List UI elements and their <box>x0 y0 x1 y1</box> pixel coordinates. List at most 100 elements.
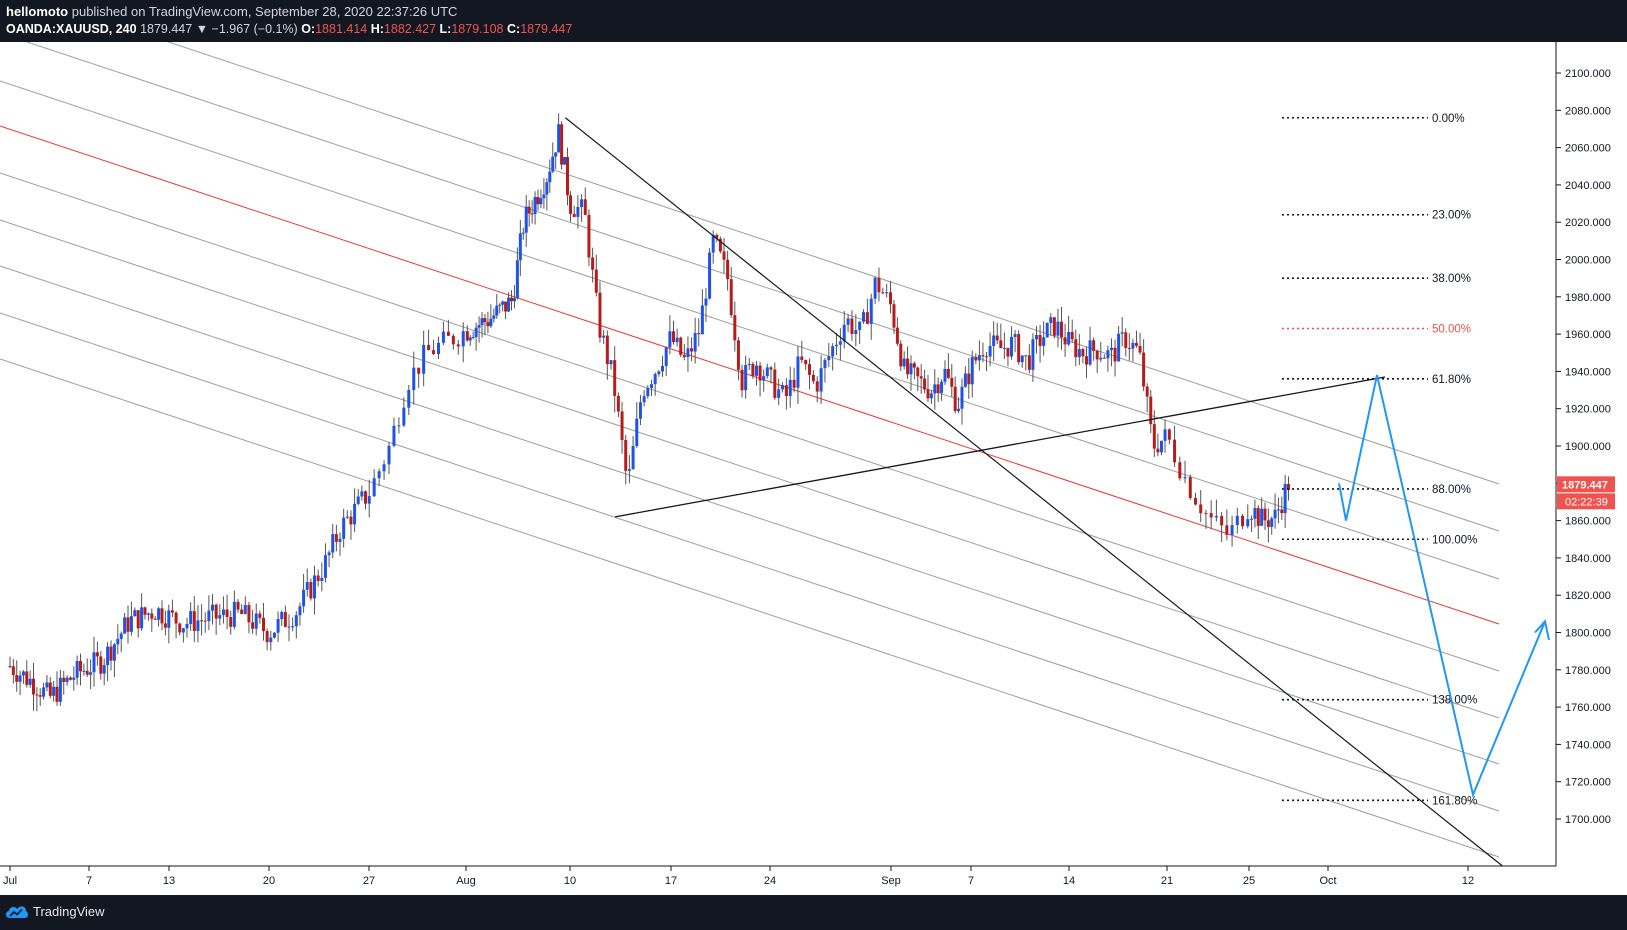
candle-body <box>1209 513 1213 518</box>
candle-body <box>294 615 298 627</box>
candle-body <box>563 157 567 165</box>
candle-body <box>262 617 266 632</box>
candle-body <box>1183 477 1187 479</box>
time-tick-label: 13 <box>163 875 175 887</box>
chart-footer: TradingView <box>0 895 1627 930</box>
author-name[interactable]: hellomoto <box>6 4 69 19</box>
brand-name: TradingView <box>33 904 105 919</box>
candle-body <box>75 660 79 678</box>
candle-body <box>609 360 613 365</box>
candle-body <box>1102 357 1106 359</box>
candle-body <box>1273 509 1277 519</box>
candle-body <box>781 385 785 390</box>
price-axis-background <box>1556 42 1627 895</box>
candle-body <box>382 464 386 472</box>
candle-body <box>572 213 576 217</box>
candle-body <box>527 206 531 214</box>
candle-body <box>21 671 25 676</box>
candle-body <box>456 344 460 347</box>
candle-body <box>646 387 650 397</box>
fib-level-label: 161.80% <box>1432 795 1477 807</box>
candle-body <box>744 365 748 391</box>
time-axis[interactable]: Jul 7 13 20 27 Aug 10 17 24 Sep 7 14 21 25 Oct 12 <box>0 865 1627 895</box>
price-chart[interactable]: 0.00% 23.00% 38.00% 50.00% 61.80% 88.00% 100.0… <box>0 42 1627 895</box>
candle-body <box>232 601 236 627</box>
candle-body <box>946 368 950 378</box>
candle-body <box>269 637 273 643</box>
candle-body <box>754 365 758 376</box>
candle-body <box>700 305 704 335</box>
candle-body <box>140 607 144 629</box>
candle-body <box>109 646 113 661</box>
candle-body <box>62 677 66 682</box>
candle-body <box>591 257 595 270</box>
price-tick-label: 1860.000 <box>1565 516 1611 528</box>
countdown-label: 02:22:39 <box>1565 496 1608 508</box>
candle-body <box>1287 484 1290 490</box>
close-label: C: <box>506 22 521 36</box>
symbol-label[interactable]: OANDA:XAUUSD, 240 <box>6 22 137 36</box>
candle-body <box>518 233 522 261</box>
last-price-marker: 1879.447 02:22:39 <box>1557 476 1615 510</box>
candle-body <box>892 304 896 328</box>
candle-body <box>160 608 164 624</box>
candle-body <box>323 555 327 578</box>
candle-body <box>345 516 349 518</box>
candle-body <box>367 496 371 504</box>
candle-body <box>25 671 29 685</box>
price-tick-label: 1780.000 <box>1565 665 1611 677</box>
candle-body <box>461 331 465 347</box>
candle-body <box>291 626 295 628</box>
candle-body <box>82 670 86 672</box>
pitchfork-parallel-line <box>0 172 1500 672</box>
ohlc-legend: OANDA:XAUUSD, 240 1879.447 ▼ −1.967 (−0.… <box>6 22 572 36</box>
candle-body <box>129 616 133 632</box>
candle-body <box>1092 340 1096 351</box>
tradingview-logo[interactable]: TradingView <box>6 904 105 919</box>
price-tick-label: 1960.000 <box>1565 329 1611 341</box>
candle-body <box>1204 513 1208 515</box>
time-tick-label: 21 <box>1161 875 1173 887</box>
countdown-badge <box>1557 493 1615 510</box>
candle-body <box>360 491 364 497</box>
candle-body <box>189 611 193 625</box>
price-tick-label: 1760.000 <box>1565 702 1611 714</box>
candle-body <box>672 331 676 343</box>
candle-body <box>1127 347 1131 349</box>
candle-body <box>682 354 686 358</box>
candle-body <box>668 331 672 348</box>
candle-body <box>214 604 218 619</box>
candle-body <box>1149 396 1153 425</box>
candle-body <box>15 675 19 682</box>
candle-body <box>327 552 331 556</box>
time-tick-label: Aug <box>456 875 476 887</box>
candle-body <box>533 197 537 214</box>
candle-body <box>1246 519 1250 527</box>
candle-body <box>560 124 564 165</box>
pitchfork-parallel-line <box>0 80 1500 580</box>
candle-body <box>320 577 324 582</box>
candle-body <box>906 358 910 375</box>
candle-body <box>207 610 211 622</box>
candle-body <box>471 337 475 339</box>
candle-body <box>919 376 923 379</box>
candle-body <box>153 618 157 620</box>
candle-body <box>432 350 436 355</box>
candle-body <box>819 368 823 392</box>
last-price: 1879.447 <box>140 22 193 36</box>
fib-level-label: 100.00% <box>1432 534 1477 546</box>
price-axis[interactable]: 1700.000 1720.000 1740.000 1760.000 1780.000… <box>1555 42 1627 895</box>
projection-path <box>1338 374 1550 799</box>
candle-body <box>909 363 913 375</box>
candle-body <box>858 321 862 331</box>
candle-body <box>85 670 89 675</box>
candle-body <box>846 318 850 325</box>
pitchfork-parallel-line <box>25 42 1500 532</box>
candle-body <box>1052 317 1056 336</box>
candle-body <box>679 337 683 355</box>
candle-body <box>693 333 697 352</box>
candle-body <box>1006 347 1010 357</box>
candle-body <box>784 385 788 397</box>
candle-body <box>221 609 225 616</box>
candle-body <box>551 156 555 172</box>
